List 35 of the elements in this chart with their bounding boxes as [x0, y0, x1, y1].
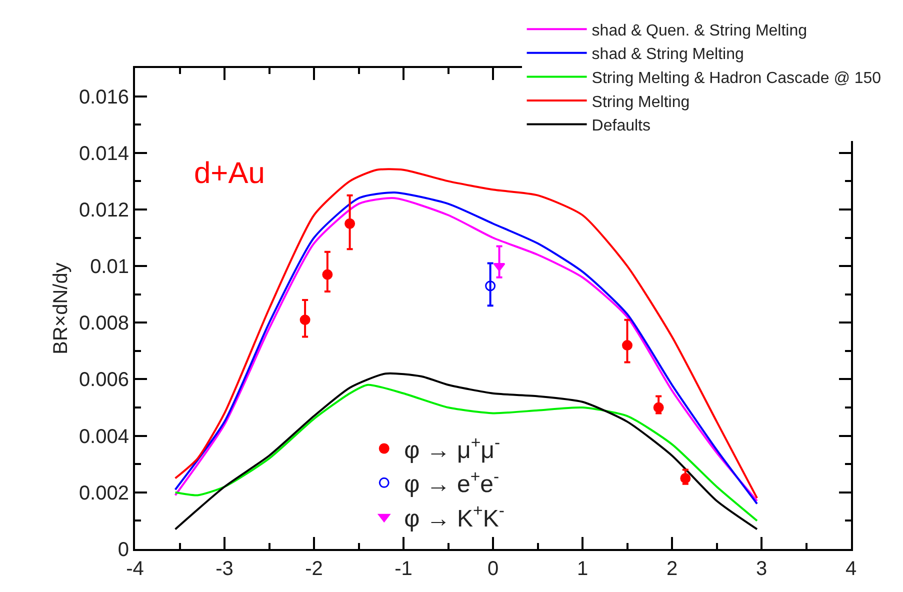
- legend-label: shad & Quen. & String Melting: [592, 22, 808, 40]
- point: [344, 218, 356, 229]
- x-tick-label: -3: [216, 558, 234, 580]
- point: [322, 269, 333, 280]
- y-tick-label: 0.014: [78, 142, 129, 165]
- x-tick-label: 2: [666, 558, 678, 580]
- x-tick-label: 3: [756, 558, 768, 580]
- legend-label: φ → μ$^{+}$μ$^{-}$: [404, 432, 500, 464]
- x-tick-label: -1: [394, 558, 412, 580]
- y-tick-label: 0.016: [78, 86, 129, 108]
- x-tick-label: 1: [576, 558, 588, 580]
- point: [300, 314, 310, 326]
- annotation: d+Au: [194, 157, 265, 190]
- legend-label: String Melting & Hadron Cascade @ 150: [592, 70, 882, 87]
- x-tick-label: -4: [126, 558, 144, 580]
- x-tick-label: 0: [487, 558, 499, 580]
- point: [485, 280, 496, 292]
- legend-label: Defaults: [592, 118, 651, 135]
- legend-label: φ → e$^{+}$e$^{-}$: [404, 466, 500, 498]
- legend-label: String Melting: [592, 94, 690, 111]
- y-tick-label: 0.01: [90, 256, 129, 278]
- legend-label: φ → K$^{+}$K$^{-}$: [404, 501, 504, 532]
- y-tick-label: 0.012: [78, 199, 129, 222]
- y-tick-label: 0.002: [78, 482, 129, 504]
- y-tick-label: 0: [118, 539, 129, 561]
- legend-label: shad & String Melting: [592, 46, 744, 64]
- y-axis-title: BR×dN/dy: [50, 262, 72, 354]
- y-tick-label: 0.006: [78, 369, 129, 392]
- y-tick-label: 0.004: [78, 426, 129, 448]
- x-tick-label: 4: [845, 558, 857, 580]
- point: [680, 473, 691, 484]
- point: [653, 402, 664, 413]
- y-tick-label: 0.008: [78, 312, 129, 335]
- point: [622, 340, 632, 351]
- x-tick-label: -2: [305, 558, 323, 580]
